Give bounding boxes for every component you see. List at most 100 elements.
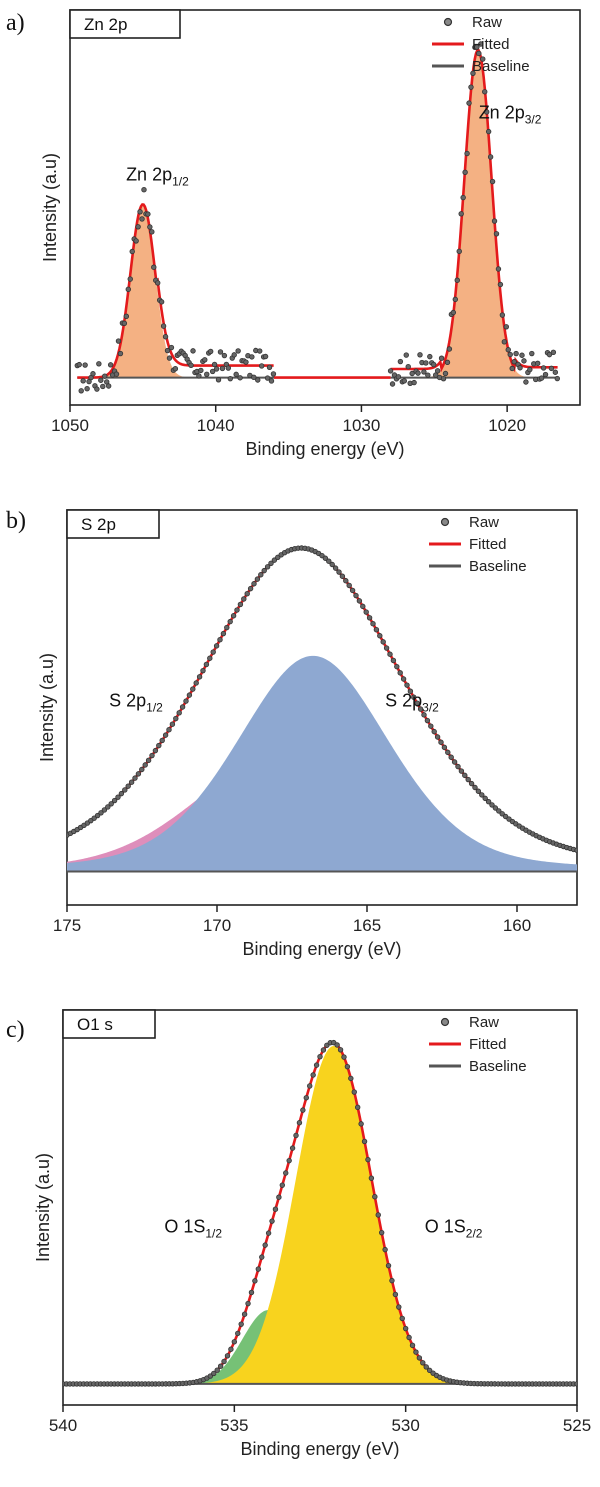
x-tick-label: 530	[391, 1416, 419, 1435]
raw-point	[400, 676, 407, 682]
raw-point	[254, 576, 261, 582]
raw-point	[426, 1367, 433, 1374]
raw-point	[219, 365, 226, 372]
panel-c: 540 535 530 525 Binding energy (eV) Intensity…	[6, 1009, 591, 1459]
raw-point	[337, 1047, 344, 1053]
raw-point	[266, 364, 273, 370]
raw-point	[438, 739, 444, 745]
raw-point	[235, 348, 241, 354]
raw-point	[380, 639, 386, 645]
raw-point	[204, 371, 210, 377]
raw-point	[139, 216, 145, 222]
raw-point	[445, 749, 451, 756]
raw-point	[501, 339, 508, 345]
raw-point	[172, 365, 179, 372]
peak-fill-2	[67, 655, 577, 872]
raw-point	[478, 41, 484, 47]
legend-entry-baseline: Baseline	[469, 558, 527, 575]
raw-point	[538, 375, 545, 381]
legend-entry-baseline: Baseline	[469, 1058, 527, 1075]
raw-point	[474, 44, 480, 50]
raw-point	[98, 377, 104, 383]
raw-point	[80, 378, 86, 384]
raw-point	[414, 700, 420, 706]
raw-point	[395, 374, 402, 380]
raw-point	[420, 1360, 426, 1366]
raw-point	[399, 1315, 405, 1322]
raw-point	[283, 1170, 289, 1176]
raw-point	[417, 352, 423, 358]
raw-point	[233, 371, 239, 378]
raw-point	[125, 286, 131, 293]
raw-point	[313, 1062, 320, 1068]
raw-point	[411, 379, 417, 386]
raw-point	[113, 371, 120, 377]
panel-b: 175 170 165 160 Binding energy (eV) Intensity…	[6, 508, 578, 959]
raw-point	[482, 89, 488, 95]
legend-raw-marker	[440, 517, 450, 527]
raw-point	[487, 154, 494, 160]
raw-point	[213, 366, 220, 372]
raw-point	[200, 667, 206, 674]
y-axis-label: Intensity (a.u)	[37, 653, 57, 762]
raw-point	[529, 350, 535, 357]
raw-point	[115, 338, 122, 344]
raw-point	[389, 1277, 395, 1284]
panel-label: c)	[6, 1017, 25, 1043]
panel-a: 1050 1040 1030 1020 Binding energy (eV) Inten…	[6, 9, 581, 459]
raw-point	[258, 572, 264, 578]
raw-point	[448, 754, 454, 760]
raw-point	[96, 361, 102, 367]
raw-point	[363, 609, 369, 615]
raw-point	[450, 309, 457, 316]
raw-point	[217, 637, 223, 643]
raw-point	[101, 807, 108, 813]
peak-annotation-2: Zn 2p3/2	[479, 103, 542, 127]
legend-raw-marker	[443, 17, 453, 27]
raw-point	[519, 352, 525, 358]
raw-point	[94, 386, 100, 392]
raw-point	[176, 710, 182, 716]
raw-point	[279, 1182, 286, 1188]
raw-point	[483, 109, 490, 115]
raw-point	[307, 1083, 313, 1089]
raw-point	[257, 348, 263, 354]
peak-annotation-1: Zn 2p1/2	[126, 164, 189, 188]
raw-point	[76, 361, 82, 368]
raw-point	[135, 771, 142, 777]
raw-point	[509, 365, 515, 372]
raw-point	[247, 585, 254, 592]
raw-point	[521, 358, 527, 364]
raw-point	[458, 211, 464, 217]
y-axis-label: Intensity (a.u)	[40, 153, 60, 262]
raw-point	[268, 560, 274, 567]
raw-point	[339, 573, 346, 579]
raw-point	[241, 1311, 248, 1317]
raw-point	[455, 763, 461, 770]
raw-point	[152, 747, 159, 754]
raw-point	[413, 1349, 419, 1355]
x-tick-label: 175	[53, 916, 81, 935]
raw-point	[265, 1230, 272, 1236]
x-tick-label: 165	[353, 916, 381, 935]
raw-point	[464, 150, 470, 157]
panel-label: a)	[6, 10, 25, 36]
raw-point	[220, 630, 227, 637]
raw-point	[348, 1075, 354, 1082]
raw-point	[409, 370, 415, 377]
raw-point	[139, 766, 145, 773]
raw-point	[162, 732, 169, 738]
raw-point	[221, 1358, 227, 1365]
raw-point	[354, 1104, 361, 1110]
raw-point	[396, 1304, 402, 1310]
raw-point	[155, 280, 161, 286]
raw-point	[198, 367, 204, 374]
raw-point	[523, 379, 529, 385]
raw-point	[105, 383, 112, 389]
raw-point	[458, 768, 465, 774]
raw-point	[293, 1132, 299, 1139]
raw-point	[365, 1156, 371, 1163]
raw-point	[517, 365, 523, 371]
legend-entry-baseline: Baseline	[472, 58, 530, 75]
